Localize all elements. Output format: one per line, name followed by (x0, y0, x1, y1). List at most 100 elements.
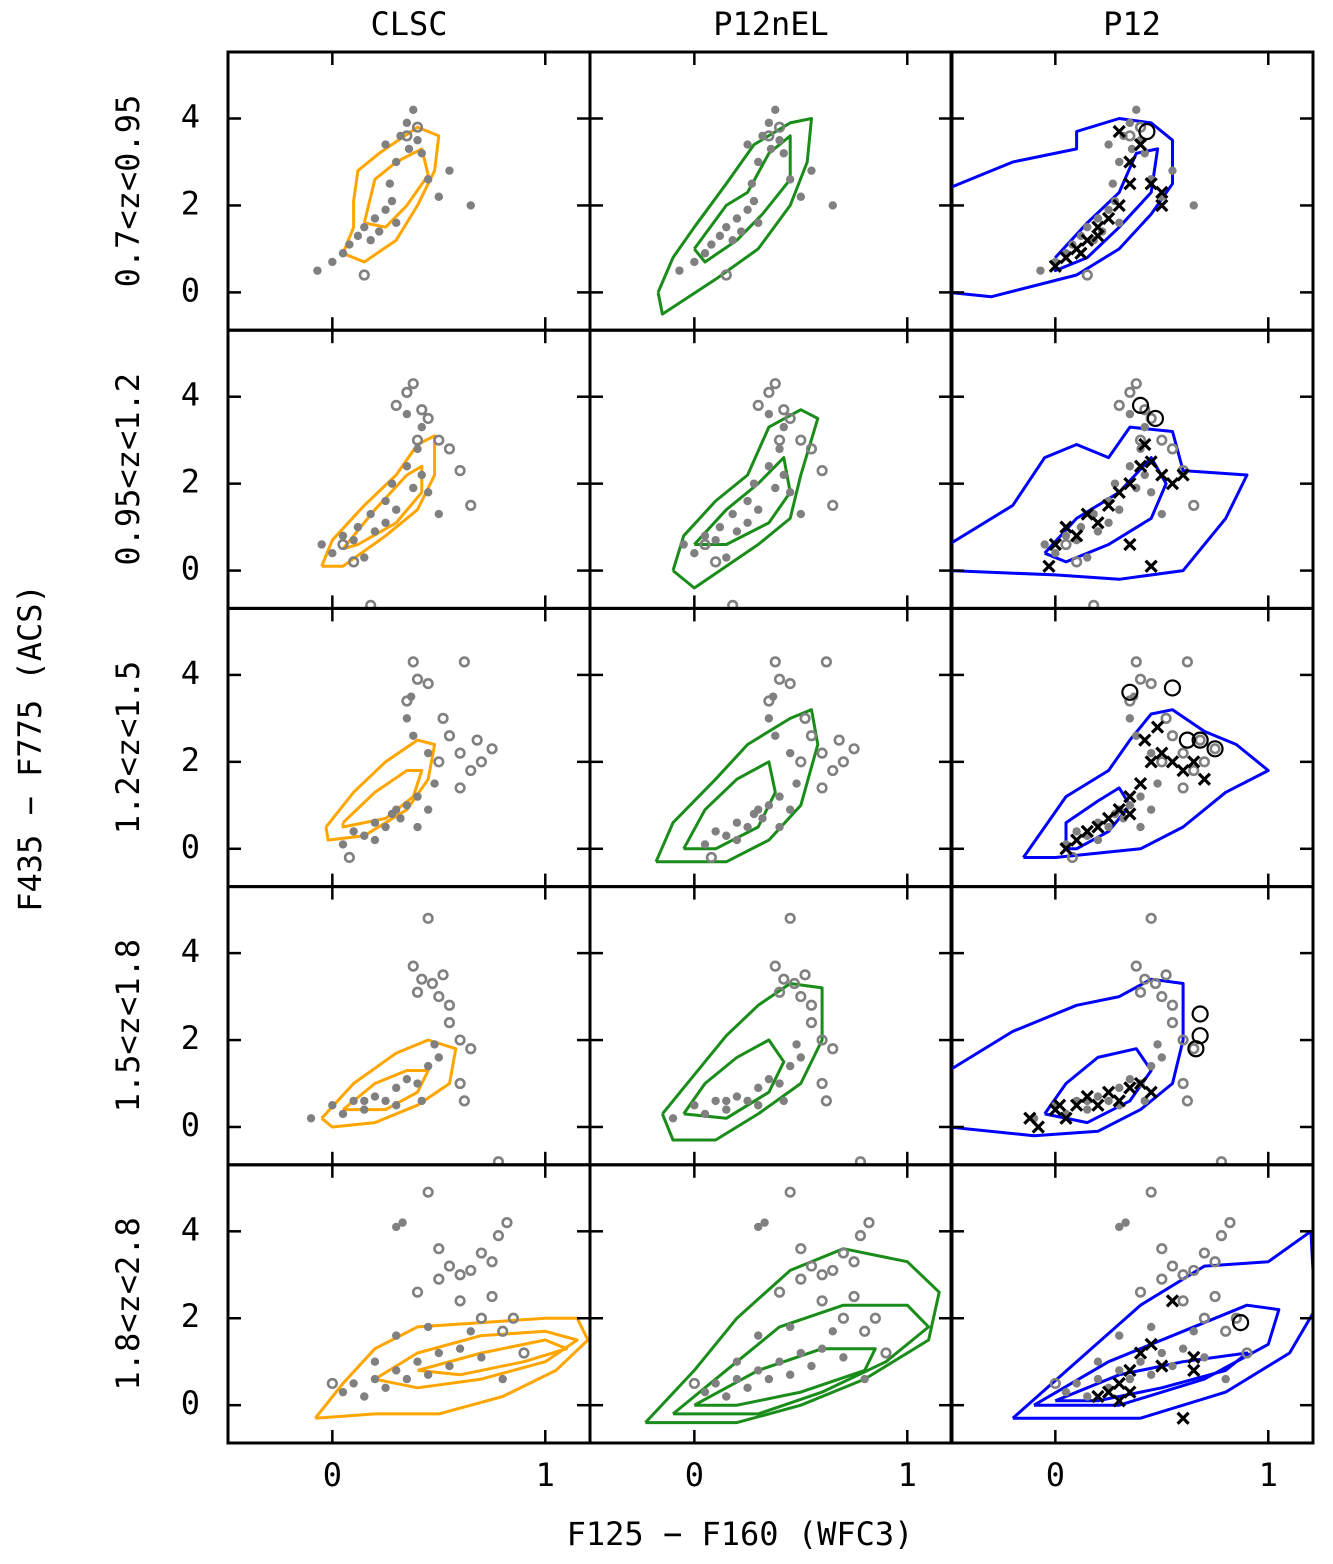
open-point (443, 1017, 456, 1029)
point (385, 179, 395, 188)
row-label: 1.5<z<1.8 (109, 939, 147, 1112)
contour (661, 982, 824, 1142)
point (349, 827, 358, 836)
point (722, 553, 731, 562)
point (353, 231, 363, 241)
point (381, 205, 390, 214)
point (387, 479, 397, 488)
y-tick-label: 2 (181, 1297, 200, 1335)
panel (1022, 656, 1270, 864)
cross-point (1133, 776, 1148, 791)
point (417, 470, 426, 480)
contour (693, 134, 792, 264)
point (785, 1061, 795, 1071)
open-point (433, 1273, 445, 1285)
point (743, 822, 752, 832)
point (360, 1096, 369, 1106)
open-point (433, 990, 445, 1003)
cross-point (1101, 1385, 1116, 1399)
x-tick-label: 1 (536, 1456, 555, 1494)
open-point (854, 1230, 867, 1242)
point (722, 1392, 731, 1401)
open-point (1071, 556, 1083, 568)
panel (1011, 1186, 1313, 1425)
open-point (833, 734, 845, 746)
open-point (475, 1312, 488, 1324)
y-tick-label: 4 (181, 1210, 200, 1248)
point (775, 1357, 784, 1366)
open-point (1149, 977, 1162, 990)
contour (1033, 1303, 1281, 1407)
point (402, 409, 412, 419)
point (413, 1357, 422, 1366)
point (1051, 548, 1060, 558)
open-point (784, 412, 796, 425)
open-point (437, 712, 449, 724)
panel (671, 378, 839, 609)
open-point (1130, 656, 1142, 668)
open-point (773, 673, 786, 685)
ring-point (1138, 122, 1156, 141)
open-point (407, 960, 419, 972)
point (402, 1374, 412, 1384)
open-point (848, 743, 860, 755)
open-point (837, 1312, 850, 1324)
panel (313, 105, 475, 281)
open-point (799, 712, 811, 724)
x-tick-label: 0 (685, 1456, 704, 1494)
open-point (1156, 1273, 1168, 1285)
point (413, 136, 422, 145)
point (749, 479, 759, 488)
point (1136, 822, 1145, 832)
contour (362, 147, 430, 229)
cross-point (1176, 468, 1190, 482)
point (349, 1096, 358, 1106)
point (754, 1366, 763, 1375)
open-point (795, 990, 807, 1003)
open-point (1145, 678, 1157, 690)
point (370, 835, 380, 845)
open-point (816, 1269, 828, 1281)
open-point (1198, 1247, 1210, 1259)
cross-point (1144, 559, 1158, 573)
point (402, 462, 412, 471)
y-tick-label: 4 (181, 376, 200, 414)
open-point (805, 443, 818, 455)
point (711, 1096, 720, 1106)
open-point (705, 851, 717, 864)
cross-point (1123, 477, 1137, 491)
open-point (848, 1256, 860, 1268)
open-point (1130, 378, 1142, 390)
point (764, 714, 774, 723)
panel (644, 1186, 941, 1425)
point (690, 1101, 699, 1110)
y-tick-label: 2 (181, 463, 200, 501)
open-point (769, 656, 781, 668)
cross-point (1074, 246, 1088, 260)
open-point (859, 1325, 871, 1337)
point (370, 1357, 380, 1366)
point (1140, 1096, 1149, 1106)
panel (656, 105, 837, 316)
point (828, 201, 837, 210)
open-point (390, 399, 402, 412)
point (381, 822, 390, 832)
point (785, 1322, 795, 1332)
panel (654, 656, 860, 864)
open-point (827, 1043, 839, 1055)
ring-point (1121, 683, 1139, 701)
point (1115, 218, 1124, 228)
cross-point (1101, 1085, 1116, 1099)
cross-point (1133, 137, 1148, 152)
open-point (1209, 1290, 1221, 1303)
point (413, 822, 422, 832)
cross-point (1187, 755, 1201, 769)
point (779, 422, 788, 432)
open-point (1134, 121, 1147, 133)
open-point (465, 1043, 477, 1055)
point (413, 1079, 422, 1088)
point (392, 805, 401, 814)
point (1115, 505, 1124, 514)
open-point (699, 538, 711, 551)
point (775, 444, 784, 454)
